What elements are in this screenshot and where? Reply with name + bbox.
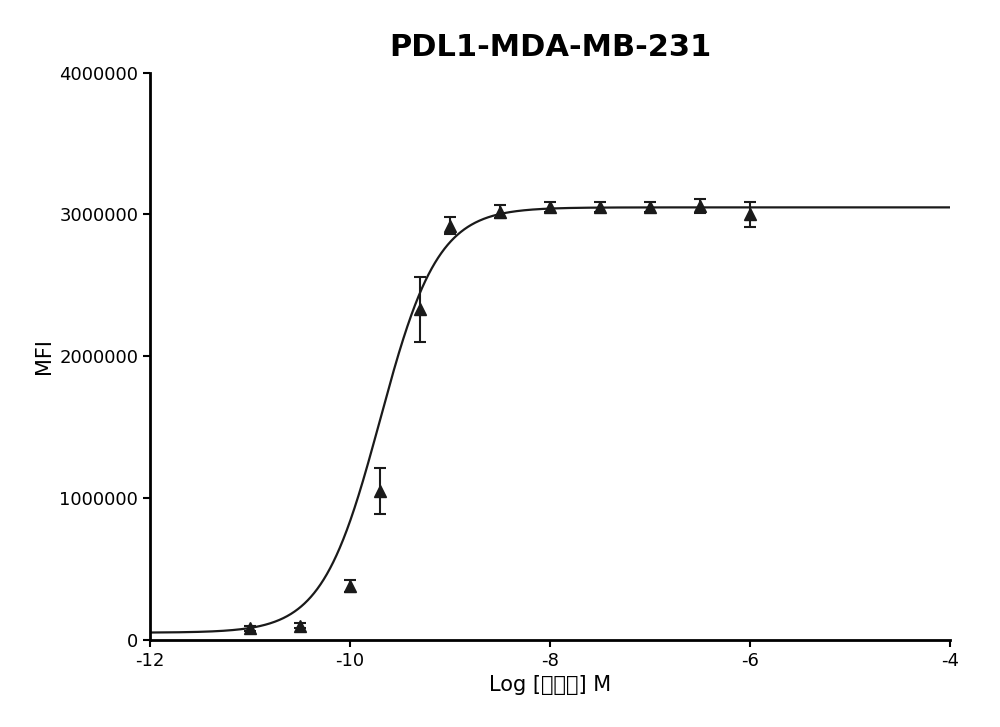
Title: PDL1-MDA-MB-231: PDL1-MDA-MB-231 xyxy=(389,33,711,62)
X-axis label: Log [蛋白质] M: Log [蛋白质] M xyxy=(489,675,611,695)
Y-axis label: MFI: MFI xyxy=(34,338,54,374)
